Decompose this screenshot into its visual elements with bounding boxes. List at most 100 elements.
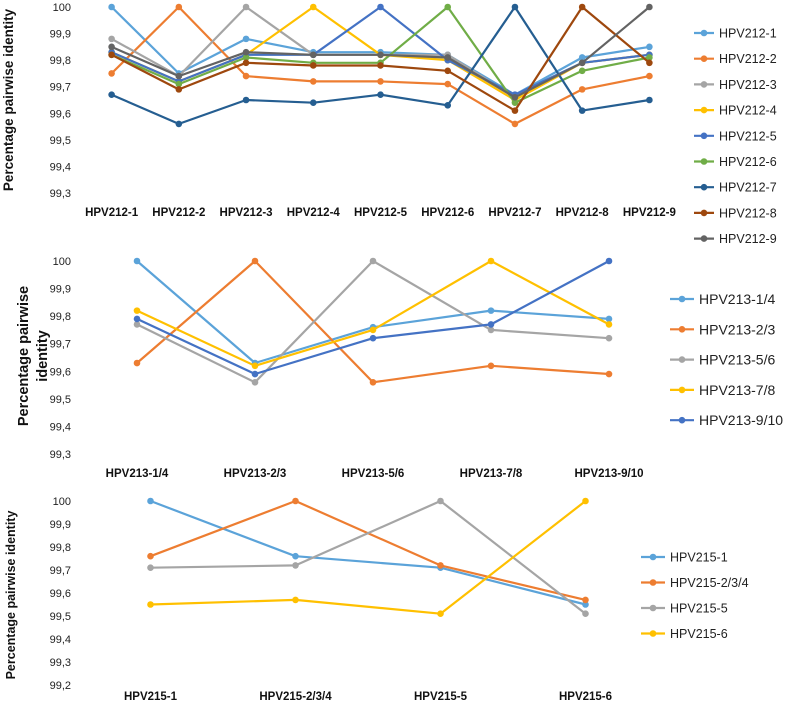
legend-marker <box>678 295 686 303</box>
data-point <box>242 72 250 80</box>
legend-marker <box>649 579 657 586</box>
legend-marker <box>649 604 657 612</box>
y-axis-title: Percentage pairwise identity <box>1 8 16 191</box>
data-point <box>582 601 589 608</box>
legend-label: HPV212-5 <box>719 129 777 143</box>
y-tick-label: 99,8 <box>50 311 71 323</box>
data-point <box>444 102 452 109</box>
data-point <box>133 257 141 265</box>
data-point <box>578 3 586 11</box>
data-point <box>377 62 384 69</box>
data-point <box>175 3 183 11</box>
x-category-label: HPV212-7 <box>488 207 541 219</box>
legend-marker <box>678 416 686 424</box>
y-tick-label: 99,8 <box>50 542 71 554</box>
data-point <box>511 120 519 128</box>
data-point <box>251 257 259 265</box>
y-axis-title: Percentage pairwise identity <box>4 511 18 680</box>
data-point <box>369 334 377 342</box>
x-category-label: HPV212-4 <box>287 207 341 219</box>
data-point <box>578 67 586 75</box>
y-tick-label: 99,4 <box>50 634 71 646</box>
data-point <box>292 497 299 505</box>
data-point <box>175 86 183 93</box>
data-point <box>605 321 613 328</box>
data-point <box>377 3 384 11</box>
y-tick-label: 99,6 <box>50 108 71 120</box>
series-line <box>150 500 587 615</box>
data-point <box>646 59 653 67</box>
y-tick-label: 100 <box>53 496 71 508</box>
x-category-label: HPV212-8 <box>556 207 610 219</box>
y-tick-label: 99,9 <box>50 284 71 296</box>
y-tick-label: 99,4 <box>50 421 71 433</box>
y-tick-label: 99,4 <box>50 161 71 173</box>
y-tick-label: 99,7 <box>50 565 71 577</box>
legend-marker <box>700 132 708 140</box>
data-point <box>582 596 589 604</box>
data-point <box>108 35 115 43</box>
legend-label: HPV213-5/6 <box>699 352 775 368</box>
legend-label: HPV212-6 <box>719 155 777 169</box>
legend-marker <box>678 356 686 363</box>
y-tick-label: 99,7 <box>50 339 71 351</box>
data-point <box>309 51 317 59</box>
x-category-label: HPV212-3 <box>220 207 273 219</box>
x-category-label: HPV215-5 <box>414 691 468 703</box>
legend-marker <box>700 81 708 88</box>
data-point <box>175 80 183 88</box>
legend-marker <box>700 55 708 62</box>
data-point <box>292 552 299 560</box>
data-point <box>646 54 653 61</box>
data-point <box>578 54 586 61</box>
x-category-label: HPV213-9/10 <box>574 468 643 480</box>
legend-label: HPV212-9 <box>719 232 777 246</box>
data-point <box>309 78 317 85</box>
x-category-label: HPV213-2/3 <box>224 468 287 480</box>
data-point <box>175 120 183 128</box>
data-point <box>511 99 519 106</box>
y-tick-label: 99,6 <box>50 588 71 600</box>
y-tick-label: 99,3 <box>50 449 71 461</box>
data-point <box>487 257 495 265</box>
x-category-label: HPV215-1 <box>124 691 178 703</box>
data-point <box>242 3 250 11</box>
data-point <box>147 601 154 608</box>
data-point <box>578 107 586 114</box>
x-category-label: HPV212-1 <box>85 207 139 219</box>
y-tick-label: 99,8 <box>50 55 71 67</box>
data-point <box>605 334 613 342</box>
data-point <box>487 326 495 334</box>
y-axis-title: Percentage pairwise identity <box>16 286 51 426</box>
x-category-label: HPV212-2 <box>152 207 205 219</box>
data-point <box>108 3 115 11</box>
x-category-label: HPV215-2/3/4 <box>259 691 332 703</box>
data-point <box>646 43 653 51</box>
data-point <box>605 370 613 378</box>
data-point <box>369 379 377 386</box>
legend-label: HPV215-1 <box>670 551 728 565</box>
data-point <box>242 59 250 67</box>
data-point <box>444 3 452 11</box>
data-point <box>487 362 495 370</box>
legend-label: HPV212-2 <box>719 52 777 66</box>
data-point <box>309 62 317 69</box>
x-category-label: HPV213-1/4 <box>106 468 169 480</box>
legend-marker <box>649 630 657 637</box>
series-line <box>136 260 610 376</box>
data-point <box>646 3 653 11</box>
data-point <box>444 54 452 61</box>
legend-label: HPV213-2/3 <box>699 321 775 337</box>
data-point <box>292 596 299 604</box>
legend-marker <box>700 209 708 217</box>
data-point <box>147 497 154 505</box>
data-point <box>242 35 250 43</box>
y-tick-label: 99,3 <box>50 188 71 200</box>
data-point <box>369 257 377 265</box>
legend-marker <box>700 29 708 37</box>
data-point <box>444 80 452 88</box>
data-point <box>251 370 259 378</box>
series-line <box>136 260 610 365</box>
x-category-label: HPV212-5 <box>354 207 408 219</box>
